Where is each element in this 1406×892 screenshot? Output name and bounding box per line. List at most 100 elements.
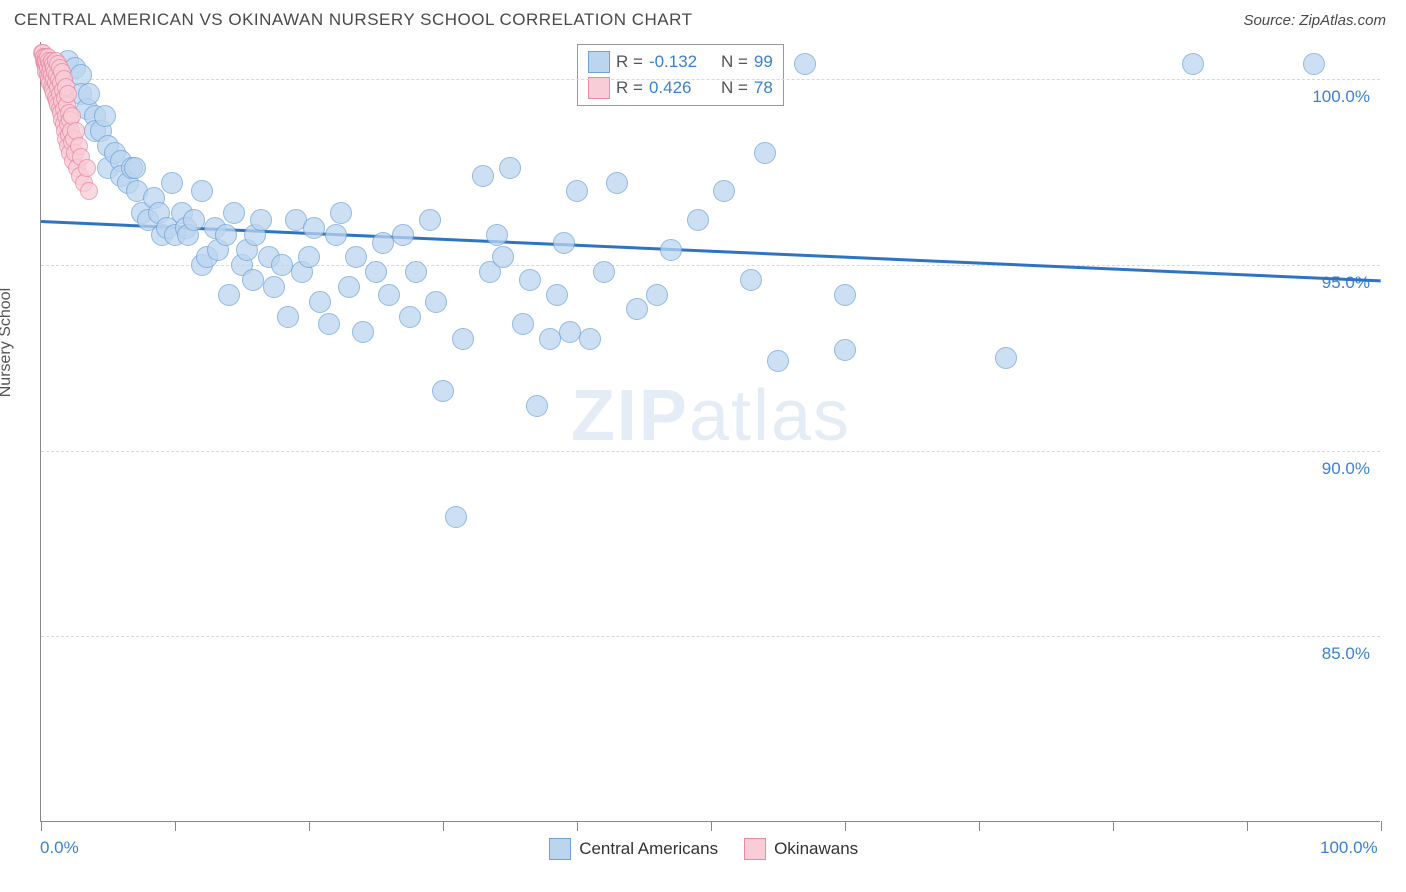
data-point (593, 261, 615, 283)
x-tick (443, 821, 444, 831)
data-point (432, 380, 454, 402)
data-point (526, 395, 548, 417)
data-point (78, 159, 96, 177)
data-point (486, 224, 508, 246)
data-point (191, 180, 213, 202)
n-label: N = (721, 52, 748, 72)
y-tick-label: 100.0% (1312, 87, 1370, 107)
data-point (250, 209, 272, 231)
series-legend: Central Americans Okinawans (549, 838, 858, 860)
data-point (660, 239, 682, 261)
data-point (405, 261, 427, 283)
data-point (512, 313, 534, 335)
data-point (338, 276, 360, 298)
data-point (263, 276, 285, 298)
data-point (492, 246, 514, 268)
data-point (271, 254, 293, 276)
y-axis-label: Nursery School (0, 288, 15, 397)
data-point (767, 350, 789, 372)
correlation-legend: R = -0.132 N = 99R = 0.426 N = 78 (577, 44, 784, 106)
data-point (298, 246, 320, 268)
legend-swatch (588, 77, 610, 99)
n-value: 78 (754, 78, 773, 98)
data-point (318, 313, 340, 335)
data-point (425, 291, 447, 313)
x-tick (979, 821, 980, 831)
data-point (559, 321, 581, 343)
r-label: R = (616, 52, 643, 72)
data-point (309, 291, 331, 313)
x-tick (41, 821, 42, 831)
x-tick (175, 821, 176, 831)
data-point (606, 172, 628, 194)
data-point (445, 506, 467, 528)
data-point (546, 284, 568, 306)
legend-item: Central Americans (549, 838, 718, 860)
watermark: ZIPatlas (571, 375, 851, 457)
data-point (345, 246, 367, 268)
legend-label: Okinawans (774, 839, 858, 859)
chart-container: Nursery School ZIPatlas R =-0.132N =99R … (14, 42, 1392, 822)
legend-row: R = -0.132 N = 99 (588, 49, 773, 75)
data-point (215, 224, 237, 246)
legend-swatch (588, 51, 610, 73)
legend-swatch (549, 838, 571, 860)
x-tick (577, 821, 578, 831)
data-point (78, 83, 100, 105)
data-point (834, 339, 856, 361)
data-point (325, 224, 347, 246)
n-label: N = (721, 78, 748, 98)
legend-label: Central Americans (579, 839, 718, 859)
data-point (392, 224, 414, 246)
scatter-plot: ZIPatlas R = -0.132 N = 99R = 0.426 N = 78 85… (40, 42, 1380, 822)
data-point (399, 306, 421, 328)
data-point (472, 165, 494, 187)
data-point (452, 328, 474, 350)
data-point (419, 209, 441, 231)
gridline (41, 636, 1380, 637)
data-point (579, 328, 601, 350)
data-point (378, 284, 400, 306)
data-point (1182, 53, 1204, 75)
data-point (566, 180, 588, 202)
data-point (218, 284, 240, 306)
data-point (183, 209, 205, 231)
y-tick-label: 90.0% (1322, 459, 1370, 479)
x-axis-max-label: 100.0% (1320, 838, 1378, 858)
x-tick (309, 821, 310, 831)
data-point (365, 261, 387, 283)
data-point (626, 298, 648, 320)
y-tick-label: 85.0% (1322, 644, 1370, 664)
chart-title: CENTRAL AMERICAN VS OKINAWAN NURSERY SCH… (14, 10, 693, 30)
r-value: -0.132 (649, 52, 707, 72)
data-point (303, 217, 325, 239)
data-point (94, 105, 116, 127)
watermark-bold: ZIP (571, 376, 689, 456)
watermark-rest: atlas (689, 376, 851, 456)
data-point (352, 321, 374, 343)
data-point (499, 157, 521, 179)
data-point (687, 209, 709, 231)
legend-swatch (744, 838, 766, 860)
data-point (1303, 53, 1325, 75)
gridline (41, 79, 1380, 80)
x-tick (1247, 821, 1248, 831)
data-point (372, 232, 394, 254)
data-point (277, 306, 299, 328)
data-point (995, 347, 1017, 369)
n-value: 99 (754, 52, 773, 72)
data-point (161, 172, 183, 194)
x-tick (1381, 821, 1382, 831)
source-label: Source: ZipAtlas.com (1243, 12, 1386, 29)
x-axis-min-label: 0.0% (40, 838, 79, 858)
data-point (754, 142, 776, 164)
legend-item: Okinawans (744, 838, 858, 860)
data-point (519, 269, 541, 291)
data-point (124, 157, 146, 179)
data-point (59, 85, 77, 103)
r-value: 0.426 (649, 78, 707, 98)
data-point (794, 53, 816, 75)
x-tick (1113, 821, 1114, 831)
data-point (740, 269, 762, 291)
data-point (330, 202, 352, 224)
